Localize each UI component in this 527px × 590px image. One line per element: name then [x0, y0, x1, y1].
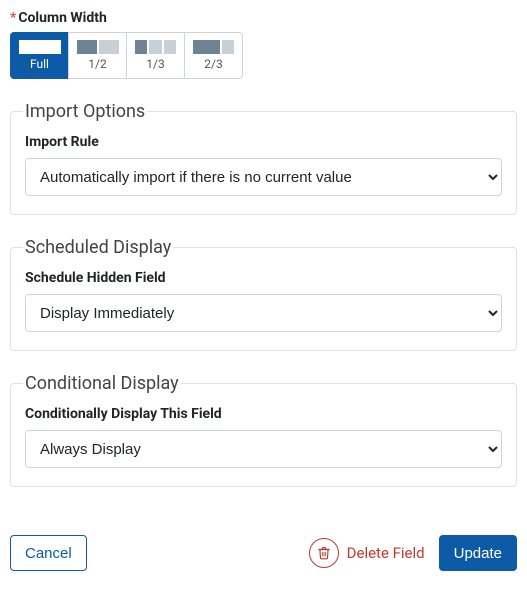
import-options-panel: Import Options Import Rule Automatically…	[10, 101, 517, 215]
conditional-display-legend: Conditional Display	[23, 373, 181, 394]
delete-field-label: Delete Field	[347, 544, 425, 562]
column-width-two-thirds-label: 2/3	[204, 58, 222, 70]
conditionally-display-select[interactable]: Always Display	[25, 430, 502, 468]
scheduled-display-legend: Scheduled Display	[23, 237, 173, 258]
delete-field-button[interactable]: Delete Field	[309, 538, 425, 568]
column-width-third[interactable]: 1/3	[126, 32, 185, 79]
required-star: *	[10, 10, 16, 26]
conditionally-display-label: Conditionally Display This Field	[25, 406, 502, 422]
column-width-label-text: Column Width	[18, 10, 106, 26]
scheduled-display-panel: Scheduled Display Schedule Hidden Field …	[10, 237, 517, 351]
footer: Cancel Delete Field Update	[10, 535, 517, 571]
import-rule-label: Import Rule	[25, 134, 502, 150]
column-width-group: Full 1/2 1/3 2/3	[10, 32, 243, 79]
conditional-display-panel: Conditional Display Conditionally Displa…	[10, 373, 517, 487]
column-width-half-label: 1/2	[88, 58, 106, 70]
column-width-half[interactable]: 1/2	[68, 32, 127, 79]
column-width-full[interactable]: Full	[10, 32, 69, 79]
column-width-full-label: Full	[30, 58, 49, 70]
schedule-hidden-field-select[interactable]: Display Immediately	[25, 294, 502, 332]
column-width-label: *Column Width	[10, 10, 517, 26]
cancel-button[interactable]: Cancel	[10, 535, 87, 571]
column-width-two-thirds[interactable]: 2/3	[184, 32, 243, 79]
column-width-third-label: 1/3	[146, 58, 164, 70]
trash-icon	[309, 538, 339, 568]
update-button[interactable]: Update	[439, 535, 517, 571]
schedule-hidden-field-label: Schedule Hidden Field	[25, 270, 502, 286]
import-options-legend: Import Options	[23, 101, 147, 122]
import-rule-select[interactable]: Automatically import if there is no curr…	[25, 158, 502, 196]
